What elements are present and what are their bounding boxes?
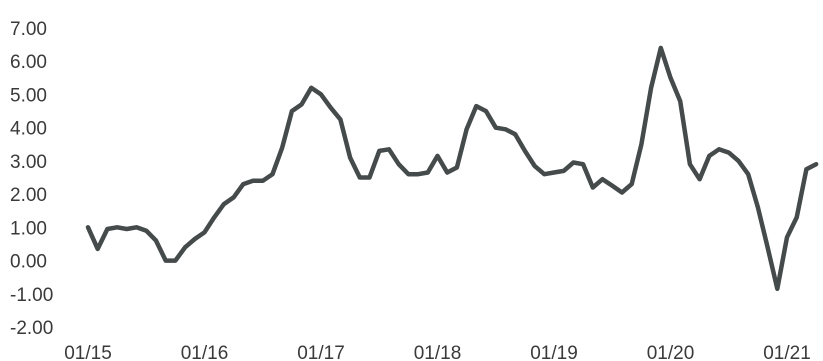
x-tick-label: 01/17 [297, 343, 345, 361]
data-point [591, 186, 594, 189]
data-point [329, 106, 332, 109]
data-point [756, 206, 759, 209]
data-point [630, 183, 633, 186]
data-point [620, 191, 623, 194]
data-point [455, 166, 458, 169]
data-point [776, 287, 779, 290]
y-tick-label: -1.00 [10, 285, 53, 306]
data-point [514, 133, 517, 136]
y-tick-label: 1.00 [10, 218, 47, 239]
data-point [261, 179, 264, 182]
data-point [737, 159, 740, 162]
data-point [426, 171, 429, 174]
data-point [475, 105, 478, 108]
data-point [533, 164, 536, 167]
data-point [417, 173, 420, 176]
data-point [747, 173, 750, 176]
data-point [252, 179, 255, 182]
y-tick-label: 2.00 [10, 185, 47, 206]
data-point [203, 231, 206, 234]
data-point [222, 203, 225, 206]
data-point [572, 161, 575, 164]
data-point [96, 247, 99, 250]
data-point [766, 246, 769, 249]
data-point [174, 259, 177, 262]
data-point [601, 178, 604, 181]
x-tick-label: 01/15 [64, 343, 112, 361]
data-point [562, 169, 565, 172]
data-point [397, 163, 400, 166]
data-point [523, 149, 526, 152]
data-point [669, 76, 672, 79]
data-point [213, 216, 216, 219]
data-point [679, 100, 682, 103]
data-point [184, 246, 187, 249]
data-point [805, 168, 808, 171]
y-tick-label: 0.00 [10, 252, 47, 273]
y-tick-label: 6.00 [10, 52, 47, 73]
data-point [87, 226, 90, 229]
data-point [718, 148, 721, 151]
x-tick-label: 01/21 [763, 343, 811, 361]
data-point [339, 118, 342, 121]
data-point [407, 173, 410, 176]
data-point [611, 184, 614, 187]
x-tick-label: 01/19 [530, 343, 578, 361]
y-tick-label: -2.00 [10, 318, 53, 339]
data-point [786, 236, 789, 239]
data-point [582, 163, 585, 166]
data-point [494, 126, 497, 129]
data-point [543, 173, 546, 176]
data-point [154, 239, 157, 242]
data-point [300, 103, 303, 106]
data-point [368, 176, 371, 179]
data-point [310, 86, 313, 89]
data-point [650, 86, 653, 89]
data-point [640, 143, 643, 146]
data-point [378, 149, 381, 152]
x-tick-label: 01/20 [647, 343, 695, 361]
y-tick-label: 7.00 [10, 19, 47, 40]
data-point [116, 226, 119, 229]
y-tick-label: 5.00 [10, 85, 47, 106]
data-point [358, 176, 361, 179]
data-point [465, 128, 468, 131]
data-point [290, 110, 293, 113]
data-point [106, 227, 109, 230]
series-line [85, 45, 819, 292]
data-point [242, 183, 245, 186]
data-point [193, 237, 196, 240]
data-point [553, 171, 556, 174]
data-point [271, 173, 274, 176]
x-tick-label: 01/18 [414, 343, 462, 361]
x-axis-tick-labels: 01/15 01/16 01/17 01/18 01/19 01/20 01/21 [64, 343, 811, 361]
data-point [815, 163, 818, 166]
data-point [795, 216, 798, 219]
data-point [485, 110, 488, 113]
data-point [281, 146, 284, 149]
data-point [145, 229, 148, 232]
y-tick-label: 4.00 [10, 119, 47, 140]
data-point [708, 154, 711, 157]
data-point [320, 93, 323, 96]
y-axis-tick-labels: 7.00 6.00 5.00 4.00 3.00 2.00 1.00 0.00 -1.00 -2.… [10, 19, 53, 339]
data-point [164, 259, 167, 262]
x-tick-label: 01/16 [181, 343, 229, 361]
data-point [125, 227, 128, 230]
data-point [688, 163, 691, 166]
data-point [387, 148, 390, 151]
data-point [232, 196, 235, 199]
data-point [698, 178, 701, 181]
data-point [727, 151, 730, 154]
data-point [504, 128, 507, 131]
data-point [446, 171, 449, 174]
data-point [135, 226, 138, 229]
data-point [659, 46, 662, 49]
y-tick-label: 3.00 [10, 152, 47, 173]
plot-area [85, 45, 819, 292]
data-point [436, 154, 439, 157]
data-point [349, 156, 352, 159]
